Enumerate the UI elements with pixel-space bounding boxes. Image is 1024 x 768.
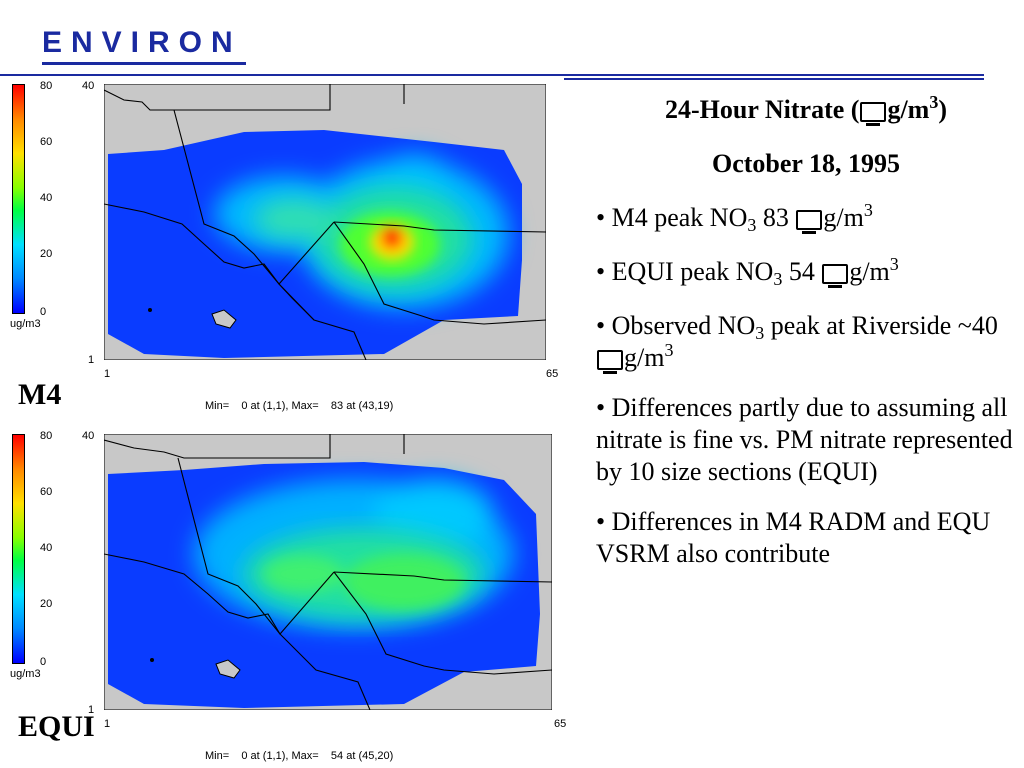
equi-y-top: 40: [82, 430, 95, 442]
bullet-differences-radm: • Differences in M4 RADM and EQU VSRM al…: [596, 507, 991, 568]
m4-tick-80: 80: [40, 80, 53, 92]
bullet-observed: • Observed NO3 peak at Riverside ~40 g/m…: [596, 311, 998, 375]
equi-tick-80: 80: [40, 430, 53, 442]
header-rule: [0, 74, 984, 76]
equi-tick-60: 60: [40, 486, 53, 498]
m4-x-right: 65: [546, 368, 559, 380]
equi-tick-0: 0: [40, 656, 47, 668]
m4-tick-40: 40: [40, 192, 53, 204]
m4-colorbar: [12, 84, 25, 314]
panel-date: October 18, 1995: [712, 149, 900, 178]
m4-x-left: 1: [104, 368, 111, 380]
m4-unit: ug/m3: [10, 318, 41, 330]
header-rule-secondary: [564, 78, 984, 80]
logo-underline: [42, 62, 246, 65]
equi-unit: ug/m3: [10, 668, 41, 680]
equi-footer: Min= 0 at (1,1), Max= 54 at (45,20): [205, 750, 394, 762]
m4-footer: Min= 0 at (1,1), Max= 83 at (43,19): [205, 400, 394, 412]
equi-label: EQUI: [18, 710, 95, 743]
m4-tick-20: 20: [40, 248, 53, 260]
equi-x-right: 65: [554, 718, 567, 730]
m4-concentration-map: [104, 84, 546, 360]
environ-logo: ENVIRON: [42, 26, 242, 59]
equi-x-left: 1: [104, 718, 111, 730]
equi-tick-20: 20: [40, 598, 53, 610]
m4-tick-60: 60: [40, 136, 53, 148]
bullet-equi-peak: • EQUI peak NO3 54 g/m3: [596, 254, 899, 289]
mu-icon: [860, 102, 887, 127]
equi-y-bottom: 1: [88, 704, 95, 716]
equi-colorbar: [12, 434, 25, 664]
m4-y-bottom: 1: [88, 354, 95, 366]
mu-icon: [796, 210, 823, 235]
bullet-differences-fine: • Differences partly due to assuming all…: [596, 393, 1013, 486]
equi-tick-40: 40: [40, 542, 53, 554]
m4-y-top: 40: [82, 80, 95, 92]
mu-icon: [597, 350, 623, 375]
text-panel: 24-Hour Nitrate (g/m3) October 18, 1995 …: [596, 92, 1016, 570]
m4-label: M4: [18, 378, 62, 411]
panel-title: 24-Hour Nitrate (g/m3): [664, 92, 948, 127]
equi-concentration-map: [104, 434, 552, 710]
bullet-m4-peak: • M4 peak NO3 83 g/m3: [596, 200, 873, 235]
mu-icon: [822, 264, 849, 289]
m4-tick-0: 0: [40, 306, 47, 318]
